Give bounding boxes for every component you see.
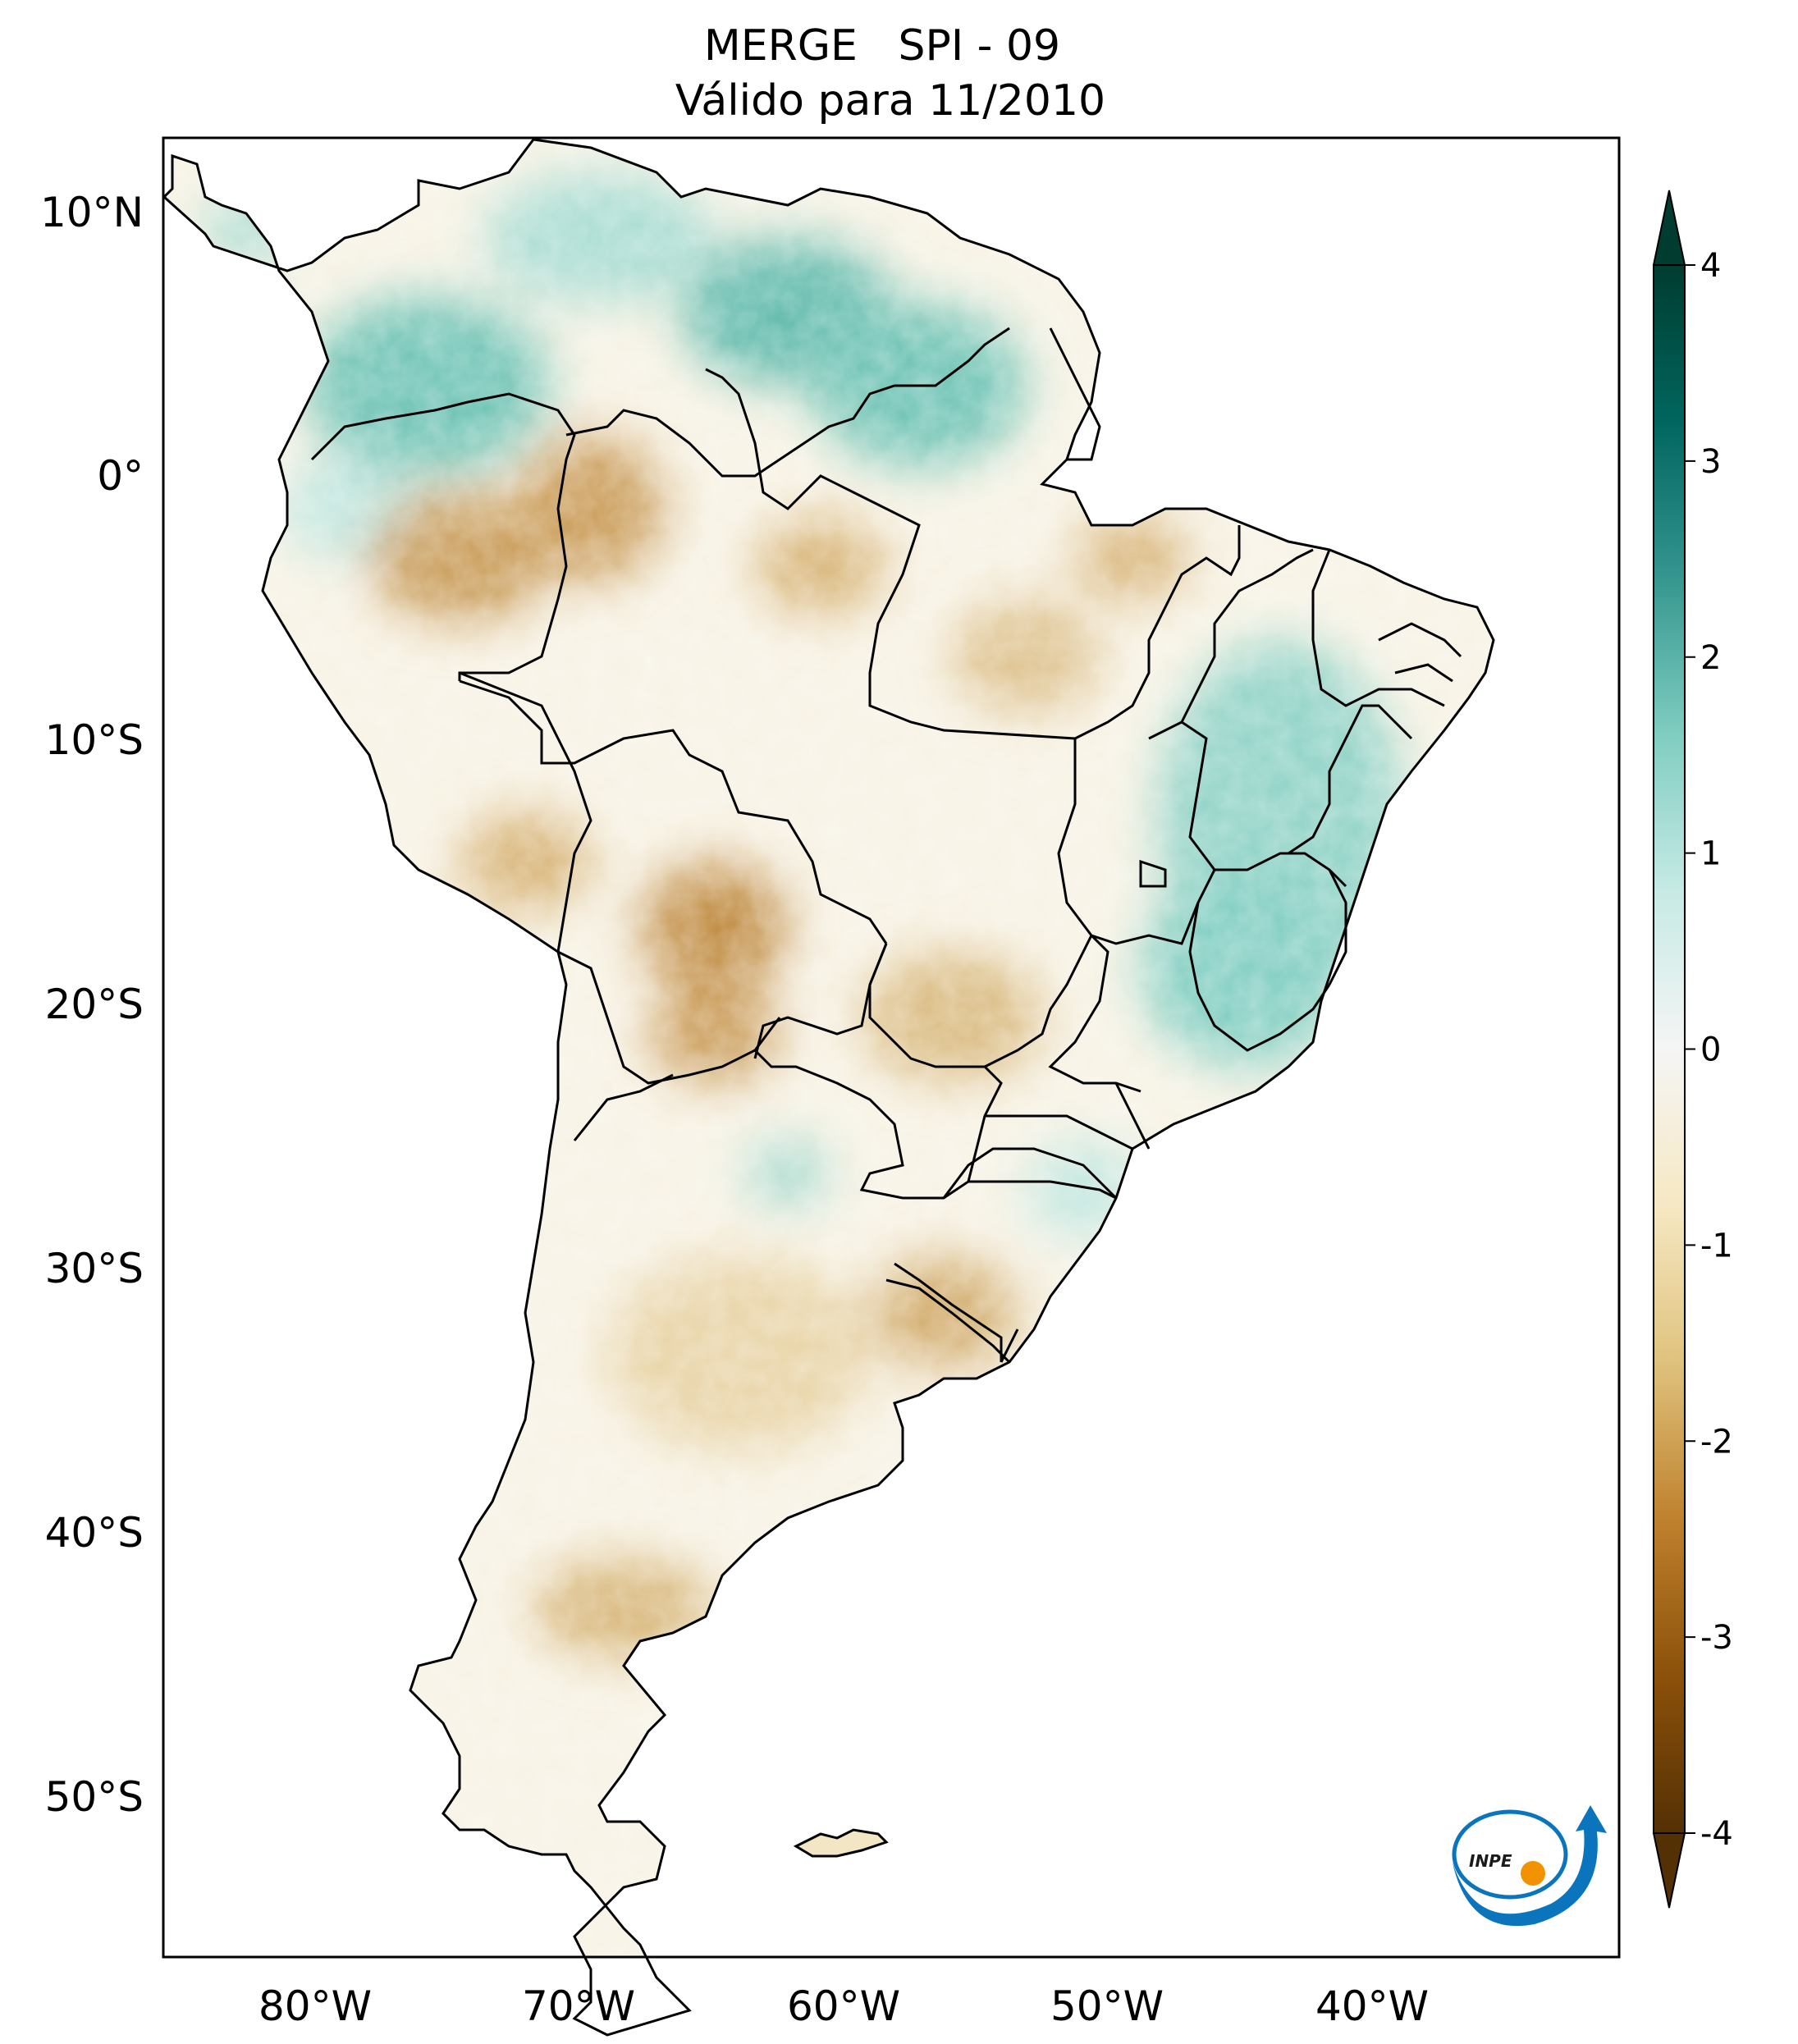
map-panel bbox=[162, 138, 1619, 2037]
colorbar-tick-label: 4 bbox=[1700, 247, 1721, 285]
logo-text: INPE bbox=[1469, 1851, 1512, 1871]
lat-tick: 10°N bbox=[40, 189, 144, 236]
falkland-islands bbox=[793, 1828, 889, 1858]
lat-tick: 0° bbox=[97, 452, 144, 500]
lat-tick: 40°S bbox=[45, 1509, 144, 1557]
lon-tick: 40°W bbox=[1315, 1982, 1429, 2030]
coastline bbox=[162, 138, 1495, 2037]
colorbar: 4 3 2 1 0 -1 -2 -3 -4 bbox=[1652, 190, 1733, 1909]
colorbar-tick-label: -3 bbox=[1700, 1619, 1733, 1657]
colorbar-tick-label: -2 bbox=[1700, 1423, 1733, 1461]
borders bbox=[310, 327, 1462, 1364]
lon-axis: 80°W 70°W 60°W 50°W 40°W bbox=[258, 1982, 1429, 2030]
colorbar-body bbox=[1653, 264, 1686, 1834]
logo-arrow-icon bbox=[1453, 1805, 1607, 1927]
lon-tick: 50°W bbox=[1050, 1982, 1164, 2030]
lon-tick: 60°W bbox=[787, 1982, 900, 2030]
map-frame bbox=[162, 136, 1621, 1959]
inpe-logo: INPE bbox=[1452, 1805, 1607, 1927]
lat-tick: 30°S bbox=[45, 1245, 144, 1292]
logo-sun-icon bbox=[1521, 1861, 1545, 1886]
map-title-line2: Válido para 11/2010 bbox=[675, 76, 1105, 126]
logo-orbit-icon bbox=[1452, 1809, 1568, 1900]
colorbar-tick-label: -1 bbox=[1700, 1227, 1733, 1264]
lat-tick: 10°S bbox=[45, 716, 144, 764]
lat-tick: 50°S bbox=[45, 1773, 144, 1821]
colorbar-extend-top bbox=[1652, 190, 1686, 266]
colorbar-tick-label: 0 bbox=[1700, 1031, 1721, 1069]
colorbar-tick-label: 3 bbox=[1700, 443, 1721, 481]
colorbar-tick-label: 1 bbox=[1700, 835, 1721, 873]
map-title-line1: MERGE SPI - 09 bbox=[704, 21, 1060, 71]
colorbar-tick-label: 2 bbox=[1700, 639, 1721, 677]
lat-axis: 10°N 0° 10°S 20°S 30°S 40°S 50°S bbox=[40, 189, 144, 1821]
lat-tick: 20°S bbox=[45, 981, 144, 1028]
lon-tick: 80°W bbox=[258, 1982, 372, 2030]
colorbar-extend-bottom bbox=[1652, 1832, 1686, 1909]
colorbar-tick-label: -4 bbox=[1700, 1815, 1733, 1853]
lon-tick: 70°W bbox=[522, 1982, 635, 2030]
